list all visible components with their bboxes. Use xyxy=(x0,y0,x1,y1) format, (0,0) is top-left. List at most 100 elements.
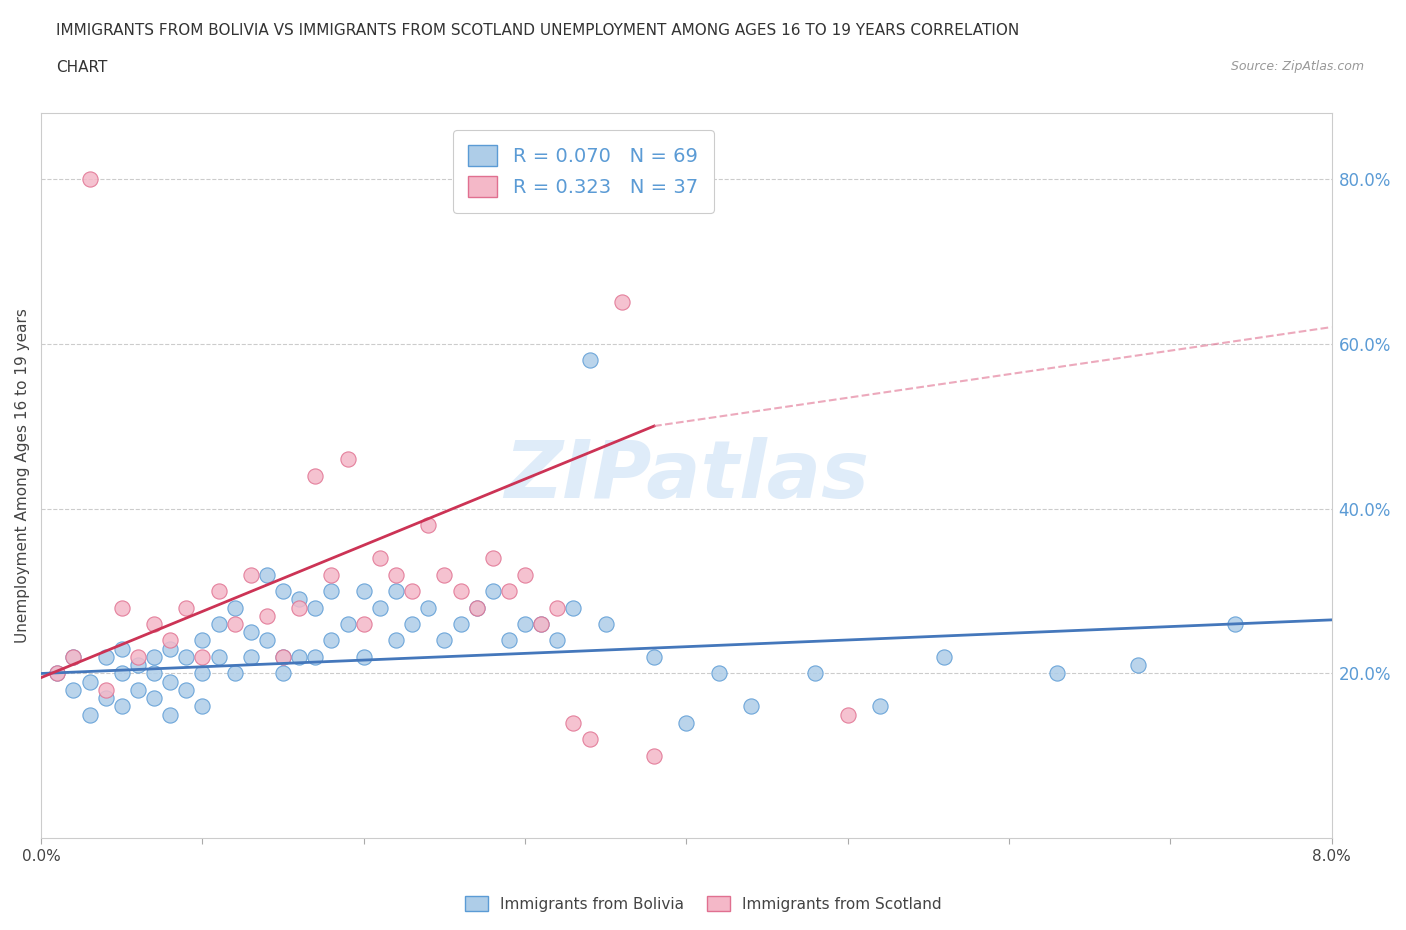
Point xyxy=(159,633,181,648)
Point xyxy=(143,649,166,664)
Point xyxy=(513,617,536,631)
Point xyxy=(481,551,503,565)
Point xyxy=(304,649,326,664)
Point xyxy=(562,600,585,615)
Point xyxy=(79,674,101,689)
Point xyxy=(513,567,536,582)
Point xyxy=(353,617,375,631)
Point xyxy=(595,617,617,631)
Point xyxy=(450,617,472,631)
Point xyxy=(271,649,294,664)
Point xyxy=(127,658,149,672)
Point xyxy=(191,699,214,714)
Point xyxy=(643,649,665,664)
Point xyxy=(837,708,859,723)
Point xyxy=(62,649,84,664)
Text: Source: ZipAtlas.com: Source: ZipAtlas.com xyxy=(1230,60,1364,73)
Point xyxy=(62,683,84,698)
Point xyxy=(546,633,568,648)
Point xyxy=(174,649,197,664)
Point xyxy=(224,617,246,631)
Y-axis label: Unemployment Among Ages 16 to 19 years: Unemployment Among Ages 16 to 19 years xyxy=(15,308,30,643)
Point xyxy=(46,666,69,681)
Point xyxy=(62,649,84,664)
Point xyxy=(111,600,134,615)
Point xyxy=(174,683,197,698)
Point xyxy=(707,666,730,681)
Point xyxy=(498,633,520,648)
Point xyxy=(256,608,278,623)
Point xyxy=(336,452,359,467)
Point xyxy=(224,600,246,615)
Point xyxy=(1046,666,1069,681)
Point xyxy=(127,683,149,698)
Point xyxy=(804,666,827,681)
Point xyxy=(385,633,408,648)
Point xyxy=(336,617,359,631)
Point xyxy=(288,591,311,606)
Point xyxy=(79,171,101,186)
Point xyxy=(481,583,503,598)
Point xyxy=(127,649,149,664)
Point xyxy=(288,649,311,664)
Point xyxy=(401,583,423,598)
Point xyxy=(256,567,278,582)
Point xyxy=(465,600,488,615)
Point xyxy=(191,633,214,648)
Point xyxy=(578,352,600,367)
Point xyxy=(143,617,166,631)
Point xyxy=(143,666,166,681)
Point xyxy=(239,567,262,582)
Point xyxy=(643,749,665,764)
Point xyxy=(353,649,375,664)
Point xyxy=(433,633,456,648)
Point xyxy=(143,691,166,706)
Point xyxy=(368,551,391,565)
Point xyxy=(111,666,134,681)
Point xyxy=(465,600,488,615)
Point xyxy=(321,633,343,648)
Point xyxy=(385,567,408,582)
Point xyxy=(207,583,229,598)
Text: IMMIGRANTS FROM BOLIVIA VS IMMIGRANTS FROM SCOTLAND UNEMPLOYMENT AMONG AGES 16 T: IMMIGRANTS FROM BOLIVIA VS IMMIGRANTS FR… xyxy=(56,23,1019,38)
Point xyxy=(353,583,375,598)
Point xyxy=(401,617,423,631)
Point xyxy=(368,600,391,615)
Point xyxy=(321,583,343,598)
Legend: Immigrants from Bolivia, Immigrants from Scotland: Immigrants from Bolivia, Immigrants from… xyxy=(458,889,948,918)
Point xyxy=(530,617,553,631)
Point xyxy=(418,600,440,615)
Point xyxy=(207,617,229,631)
Point xyxy=(224,666,246,681)
Point xyxy=(304,468,326,483)
Point xyxy=(207,649,229,664)
Point xyxy=(174,600,197,615)
Point xyxy=(450,583,472,598)
Point xyxy=(271,583,294,598)
Point xyxy=(433,567,456,582)
Text: CHART: CHART xyxy=(56,60,108,75)
Point xyxy=(159,674,181,689)
Point xyxy=(869,699,891,714)
Point xyxy=(610,295,633,310)
Point xyxy=(288,600,311,615)
Point xyxy=(934,649,956,664)
Point xyxy=(111,642,134,657)
Legend: R = 0.070   N = 69, R = 0.323   N = 37: R = 0.070 N = 69, R = 0.323 N = 37 xyxy=(453,129,714,213)
Point xyxy=(79,708,101,723)
Point xyxy=(304,600,326,615)
Point xyxy=(562,715,585,730)
Point xyxy=(239,649,262,664)
Point xyxy=(94,691,117,706)
Point xyxy=(740,699,762,714)
Point xyxy=(578,732,600,747)
Point xyxy=(271,649,294,664)
Point xyxy=(111,699,134,714)
Point xyxy=(239,625,262,640)
Point xyxy=(385,583,408,598)
Point xyxy=(94,649,117,664)
Point xyxy=(418,518,440,533)
Point xyxy=(498,583,520,598)
Point xyxy=(530,617,553,631)
Text: ZIPatlas: ZIPatlas xyxy=(503,436,869,514)
